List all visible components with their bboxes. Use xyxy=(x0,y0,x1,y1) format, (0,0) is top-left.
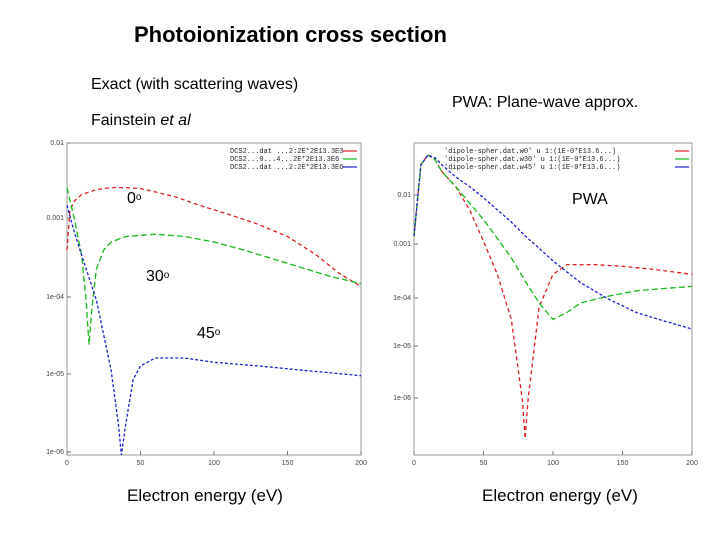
fainstein-heading: Fainstein et al xyxy=(91,112,191,130)
x-axis-label-right: Electron energy (eV) xyxy=(482,486,638,505)
x-tick-label-1-3: 150 xyxy=(617,460,629,467)
pwa-heading: PWA: Plane-wave approx. xyxy=(452,94,639,111)
angle-label-30: 30o xyxy=(146,268,169,286)
y-tick-label-1-0: 0.01 xyxy=(397,192,411,199)
x-tick-label-0-3: 150 xyxy=(282,460,294,467)
slide-title: Photoionization cross section xyxy=(134,22,447,47)
plot-frame-1 xyxy=(413,142,693,456)
pwa-label-text: PWA xyxy=(572,191,608,208)
x-axis-label-left: Electron energy (eV) xyxy=(127,486,283,505)
x-tick-label-0-2: 100 xyxy=(208,460,220,467)
legend-text-1-2: 'dipole-spher.dat.w45' u 1:(1E-0*E13.6..… xyxy=(444,164,620,172)
y-tick-label-0-0: 0.01 xyxy=(50,140,64,147)
y-tick-label-0-3: 1e-05 xyxy=(46,371,64,378)
angle-30-base: 30 xyxy=(146,268,164,285)
x-tick-label-1-2: 100 xyxy=(547,460,559,467)
angle-label-45: 45o xyxy=(197,325,220,343)
legend-text-0-2: DCS2...dat ...2:2E*2E13.3E6 xyxy=(230,164,343,172)
y-tick-label-0-2: 1e-04 xyxy=(46,294,64,301)
x-tick-label-0-0: 0 xyxy=(65,460,69,467)
series-line-0-0 xyxy=(66,186,362,288)
angle-30-sup: o xyxy=(163,270,170,281)
legend-text-0-0: DCS2...dat ...2:2E*2E13.3E3 xyxy=(230,148,343,156)
series-line-1-0 xyxy=(413,154,693,439)
pwa-label: PWA xyxy=(572,191,608,209)
y-tick-label-0-1: 0.001 xyxy=(46,215,64,222)
series-line-1-2 xyxy=(413,154,693,330)
fainstein-italic: et al xyxy=(160,112,191,129)
angle-0-base: 0 xyxy=(127,190,136,207)
x-tick-label-0-1: 50 xyxy=(137,460,145,467)
series-line-0-1 xyxy=(66,187,362,345)
legend-text-1-0: 'dipole-spher.dat.w0' u 1:(1E-0*E13.6...… xyxy=(444,148,616,156)
angle-label-0: 0o xyxy=(127,190,141,208)
x-tick-label-1-4: 200 xyxy=(686,460,698,467)
plot-frame-0 xyxy=(66,142,362,456)
x-tick-label-1-1: 50 xyxy=(480,460,488,467)
angle-45-sup: o xyxy=(214,327,221,338)
angle-45-base: 45 xyxy=(197,325,215,342)
x-tick-label-1-0: 0 xyxy=(412,460,416,467)
y-tick-label-1-2: 1e-04 xyxy=(393,295,411,302)
series-line-0-2 xyxy=(66,205,362,456)
legend-text-0-1: DCS2...0...4...2E*2E13.3E6 xyxy=(230,156,339,164)
y-tick-label-1-4: 1e-06 xyxy=(393,395,411,402)
exact-heading: Exact (with scattering waves) xyxy=(91,76,299,93)
y-tick-label-1-1: 0.001 xyxy=(393,241,411,248)
legend-text-1-1: 'dipole-spher.dat.w30' u 1:(1E-0*E13.6..… xyxy=(444,156,620,164)
y-tick-label-0-4: 1e-06 xyxy=(46,449,64,456)
angle-0-sup: o xyxy=(135,192,142,203)
fainstein-prefix: Fainstein xyxy=(91,112,161,129)
series-line-1-1 xyxy=(413,154,693,321)
x-tick-label-0-4: 200 xyxy=(355,460,367,467)
y-tick-label-1-3: 1e-05 xyxy=(393,343,411,350)
